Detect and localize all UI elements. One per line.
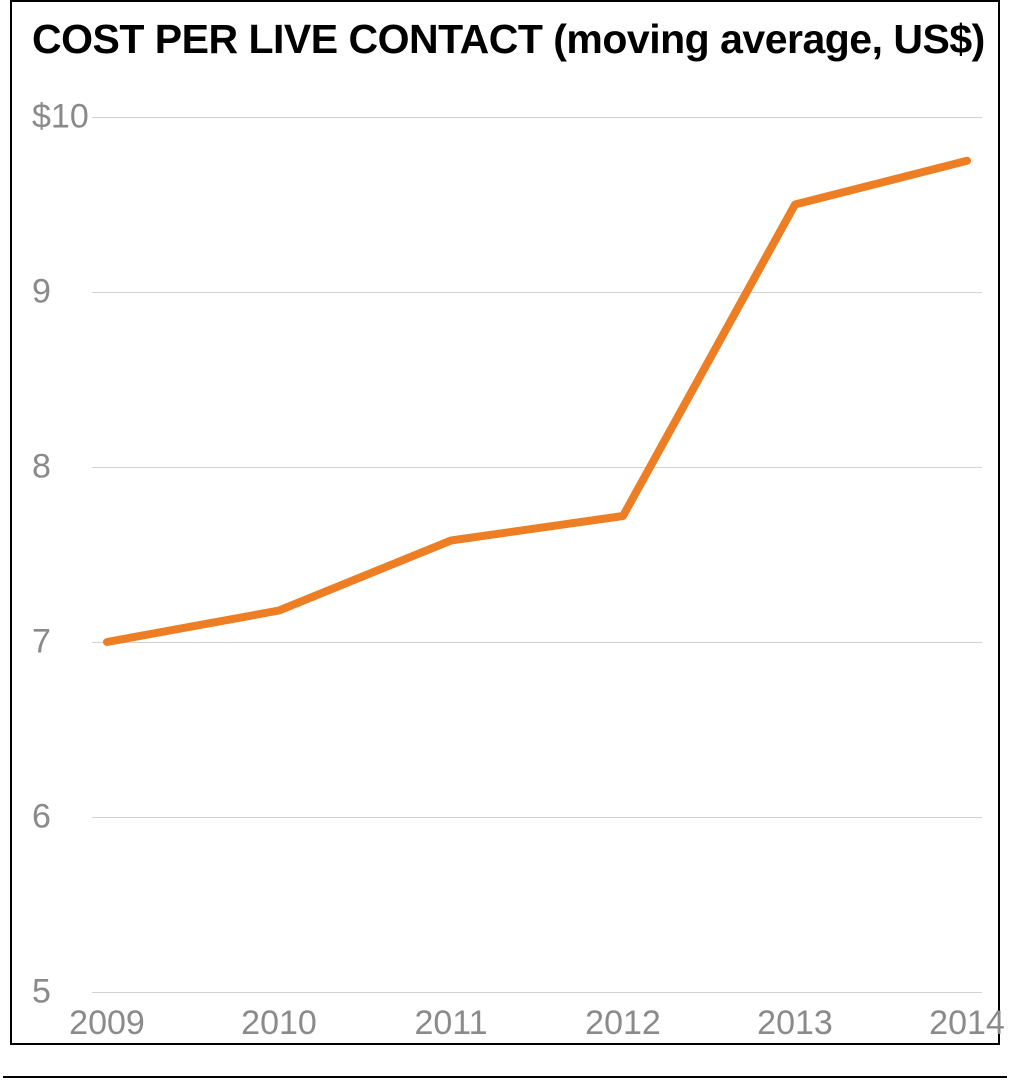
line-path [107,161,967,642]
chart-frame: COST PER LIVE CONTACT (moving average, U… [0,0,1010,1081]
bottom-rule [3,1076,1007,1078]
chart-inner: COST PER LIVE CONTACT (moving average, U… [10,0,1000,1045]
line-series [12,2,1002,1047]
